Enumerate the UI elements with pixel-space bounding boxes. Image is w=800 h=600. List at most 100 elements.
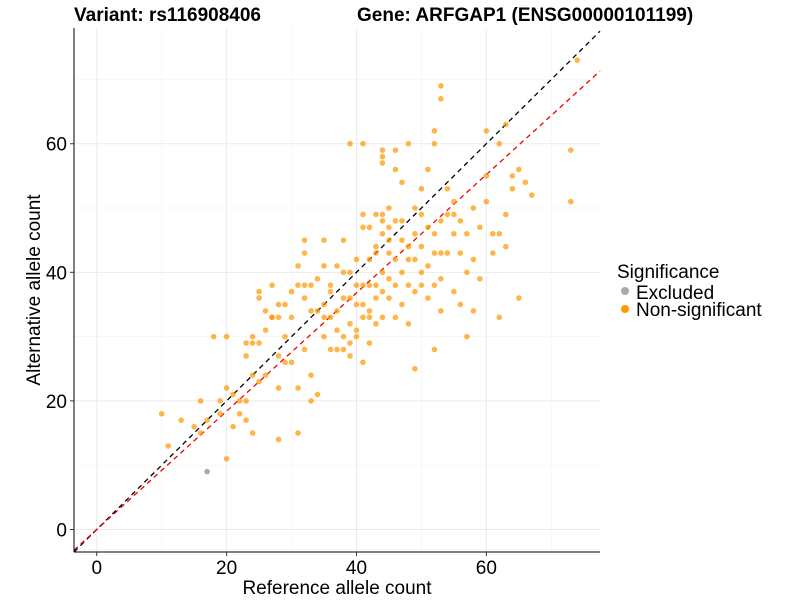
data-point bbox=[334, 327, 340, 333]
data-point bbox=[230, 391, 236, 398]
data-point bbox=[327, 314, 334, 321]
data-point bbox=[347, 353, 353, 359]
y-tick-label: 40 bbox=[46, 263, 67, 284]
data-point bbox=[275, 385, 282, 391]
data-point bbox=[392, 218, 399, 224]
data-point bbox=[262, 327, 269, 333]
legend-title: Significance bbox=[617, 262, 719, 283]
data-points bbox=[158, 57, 581, 475]
data-point bbox=[256, 378, 262, 385]
data-point bbox=[470, 256, 477, 263]
data-point bbox=[496, 230, 503, 237]
data-point bbox=[360, 314, 366, 321]
data-point bbox=[451, 230, 457, 237]
legend: Significance Excluded Non-significant bbox=[617, 262, 762, 321]
data-point bbox=[249, 340, 256, 346]
x-axis-ticks: 0 20 40 60 bbox=[91, 552, 497, 579]
data-point bbox=[353, 301, 360, 308]
data-point bbox=[457, 218, 464, 224]
data-point bbox=[373, 320, 379, 327]
data-point bbox=[379, 218, 386, 224]
data-point bbox=[210, 333, 217, 340]
legend-label-non-significant: Non-significant bbox=[636, 300, 762, 321]
data-point bbox=[399, 269, 405, 276]
data-point bbox=[418, 211, 425, 218]
data-point bbox=[269, 282, 275, 288]
data-point bbox=[379, 153, 386, 160]
data-point bbox=[301, 282, 308, 288]
gridlines bbox=[74, 28, 600, 552]
data-point bbox=[438, 308, 444, 314]
data-point bbox=[236, 398, 243, 404]
data-point bbox=[236, 410, 243, 417]
data-point bbox=[438, 95, 444, 102]
series-excluded bbox=[204, 468, 210, 475]
data-point bbox=[282, 333, 288, 340]
data-point bbox=[373, 250, 379, 256]
data-point bbox=[379, 269, 386, 276]
data-point bbox=[503, 211, 509, 218]
data-point bbox=[223, 333, 230, 340]
data-point bbox=[399, 179, 405, 186]
data-point bbox=[327, 282, 334, 288]
data-point bbox=[567, 198, 574, 205]
data-point bbox=[399, 237, 405, 243]
data-point bbox=[386, 224, 392, 231]
data-point bbox=[431, 282, 438, 288]
title-gene: Gene: ARFGAP1 (ENSG00000101199) bbox=[357, 5, 693, 26]
identity-reference-line bbox=[73, 30, 601, 553]
data-point bbox=[431, 250, 438, 256]
data-point bbox=[340, 295, 347, 301]
data-point bbox=[204, 417, 210, 423]
data-point bbox=[360, 282, 366, 288]
data-point bbox=[347, 269, 353, 276]
data-point bbox=[197, 430, 204, 436]
data-point bbox=[314, 391, 321, 398]
data-point bbox=[379, 314, 386, 321]
data-point bbox=[321, 237, 327, 243]
data-point bbox=[386, 237, 392, 243]
data-point bbox=[405, 282, 412, 288]
data-point bbox=[477, 224, 483, 231]
data-point bbox=[379, 147, 386, 153]
title-variant: Variant: rs116908406 bbox=[74, 5, 261, 26]
data-point bbox=[392, 256, 399, 263]
data-point bbox=[340, 269, 347, 276]
data-point bbox=[288, 359, 295, 366]
series-non-significant bbox=[158, 57, 581, 462]
y-axis-title: Alternative allele count bbox=[24, 194, 45, 386]
data-point bbox=[308, 398, 314, 404]
data-point bbox=[366, 308, 373, 314]
data-point bbox=[308, 282, 314, 288]
data-point bbox=[301, 250, 308, 256]
data-point bbox=[464, 333, 470, 340]
data-point bbox=[217, 410, 223, 417]
data-point bbox=[457, 301, 464, 308]
data-point bbox=[249, 333, 256, 340]
data-point bbox=[373, 295, 379, 301]
data-point bbox=[412, 205, 418, 211]
data-point bbox=[282, 301, 288, 308]
data-point bbox=[464, 269, 470, 276]
data-point bbox=[301, 346, 308, 353]
x-tick-label: 40 bbox=[346, 558, 367, 579]
data-point bbox=[217, 398, 223, 404]
data-point bbox=[366, 340, 373, 346]
data-point bbox=[418, 243, 425, 250]
data-point bbox=[412, 256, 418, 263]
data-point bbox=[470, 308, 477, 314]
x-tick-label: 0 bbox=[91, 558, 102, 579]
data-point bbox=[399, 218, 405, 224]
data-point bbox=[412, 230, 418, 237]
data-point bbox=[223, 455, 230, 462]
data-point bbox=[262, 308, 269, 314]
data-point bbox=[425, 166, 431, 173]
data-point bbox=[503, 121, 509, 128]
data-point bbox=[438, 250, 444, 256]
data-point bbox=[347, 320, 353, 327]
data-point bbox=[392, 147, 399, 153]
data-point bbox=[288, 314, 295, 321]
data-point bbox=[256, 340, 262, 346]
data-point bbox=[373, 211, 379, 218]
data-point bbox=[275, 314, 282, 321]
